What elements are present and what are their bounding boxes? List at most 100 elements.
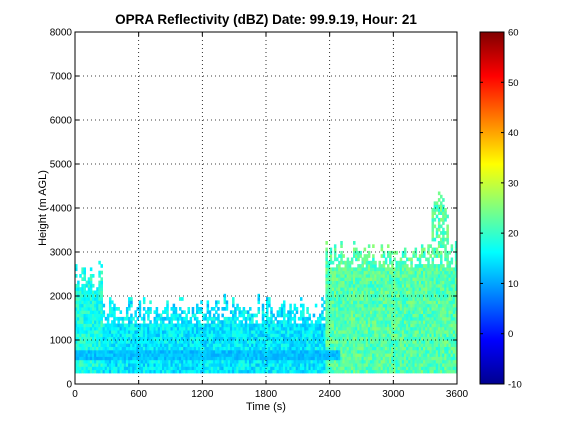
heatmap-cell bbox=[446, 363, 449, 367]
heatmap-cell bbox=[406, 369, 409, 374]
heatmap-cell bbox=[454, 346, 458, 351]
heatmap-cell bbox=[206, 336, 210, 341]
heatmap-cell bbox=[344, 330, 348, 334]
heatmap-cell bbox=[178, 369, 182, 374]
heatmap-cell bbox=[412, 293, 415, 298]
heatmap-cell bbox=[153, 363, 157, 367]
heatmap-cell bbox=[408, 300, 411, 305]
heatmap-cell bbox=[195, 369, 199, 374]
heatmap-cell bbox=[452, 283, 456, 288]
heatmap-cell bbox=[401, 323, 405, 328]
heatmap-cell bbox=[327, 260, 331, 265]
heatmap-cell bbox=[255, 323, 258, 328]
heatmap-cell bbox=[391, 316, 394, 321]
heatmap-cell bbox=[145, 363, 148, 367]
heatmap-cell bbox=[210, 369, 214, 374]
heatmap-cell bbox=[442, 241, 445, 245]
heatmap-cell bbox=[280, 366, 284, 371]
heatmap-cell bbox=[359, 316, 362, 321]
heatmap-cell bbox=[389, 353, 392, 357]
heatmap-cell bbox=[297, 323, 301, 328]
heatmap-cell bbox=[121, 343, 125, 347]
heatmap-cell bbox=[382, 333, 386, 338]
heatmap-cell bbox=[372, 316, 375, 321]
heatmap-cell bbox=[123, 356, 127, 361]
heatmap-cell bbox=[350, 307, 354, 311]
heatmap-cell bbox=[440, 323, 443, 328]
heatmap-cell bbox=[193, 356, 197, 361]
heatmap-cell bbox=[344, 366, 348, 371]
heatmap-cell bbox=[340, 359, 343, 364]
heatmap-cell bbox=[403, 290, 407, 295]
heatmap-cell bbox=[446, 257, 449, 262]
heatmap-cell bbox=[348, 349, 352, 354]
heatmap-cell bbox=[446, 231, 449, 235]
heatmap-cell bbox=[204, 356, 207, 361]
heatmap-cell bbox=[378, 260, 381, 265]
heatmap-cell bbox=[89, 283, 93, 288]
heatmap-cell bbox=[410, 346, 413, 351]
heatmap-cell bbox=[251, 320, 254, 324]
heatmap-cell bbox=[325, 353, 328, 357]
x-tick-label: 1200 bbox=[191, 389, 214, 400]
heatmap-cell bbox=[238, 349, 241, 354]
heatmap-cell bbox=[312, 369, 316, 374]
heatmap-cell bbox=[278, 326, 282, 331]
heatmap-cell bbox=[77, 330, 80, 334]
heatmap-cell bbox=[104, 326, 108, 331]
heatmap-cell bbox=[302, 336, 305, 341]
heatmap-cell bbox=[229, 346, 233, 351]
heatmap-cell bbox=[85, 363, 89, 367]
heatmap-cell bbox=[399, 323, 403, 328]
heatmap-cell bbox=[431, 353, 435, 357]
heatmap-cell bbox=[429, 267, 432, 272]
heatmap-cell bbox=[227, 340, 231, 344]
heatmap-cell bbox=[448, 316, 452, 321]
heatmap-cell bbox=[172, 326, 176, 331]
heatmap-cell bbox=[440, 333, 443, 338]
heatmap-cell bbox=[386, 307, 390, 311]
heatmap-cell bbox=[389, 277, 392, 281]
heatmap-cell bbox=[450, 323, 454, 328]
heatmap-cell bbox=[416, 257, 420, 262]
heatmap-cell bbox=[452, 349, 456, 354]
heatmap-cell bbox=[454, 326, 458, 331]
heatmap-cell bbox=[338, 290, 341, 295]
heatmap-cell bbox=[253, 330, 256, 334]
heatmap-cell bbox=[157, 333, 161, 338]
heatmap-cell bbox=[102, 359, 106, 364]
heatmap-cell bbox=[448, 310, 452, 314]
heatmap-cell bbox=[195, 359, 199, 364]
heatmap-cell bbox=[242, 316, 246, 321]
heatmap-cell bbox=[223, 307, 227, 311]
heatmap-cell bbox=[450, 277, 454, 281]
heatmap-cell bbox=[215, 349, 218, 354]
heatmap-cell bbox=[155, 356, 159, 361]
heatmap-cell bbox=[251, 313, 254, 318]
heatmap-cell bbox=[448, 293, 452, 298]
heatmap-cell bbox=[253, 326, 256, 331]
heatmap-cell bbox=[219, 363, 222, 367]
heatmap-cell bbox=[108, 310, 112, 314]
heatmap-cell bbox=[266, 356, 269, 361]
heatmap-cell bbox=[435, 363, 439, 367]
heatmap-cell bbox=[431, 356, 435, 361]
heatmap-cell bbox=[257, 300, 261, 305]
heatmap-cell bbox=[83, 359, 87, 364]
heatmap-cell bbox=[374, 320, 377, 324]
heatmap-cell bbox=[77, 300, 80, 305]
heatmap-cell bbox=[119, 310, 123, 314]
heatmap-cell bbox=[138, 307, 142, 311]
heatmap-cell bbox=[130, 363, 133, 367]
heatmap-cell bbox=[433, 353, 437, 357]
heatmap-cell bbox=[329, 287, 333, 291]
heatmap-cell bbox=[170, 346, 174, 351]
heatmap-cell bbox=[138, 330, 142, 334]
heatmap-cell bbox=[367, 264, 371, 268]
heatmap-cell bbox=[246, 363, 250, 367]
heatmap-cell bbox=[98, 343, 101, 347]
heatmap-cell bbox=[215, 356, 218, 361]
heatmap-cell bbox=[425, 363, 428, 367]
heatmap-cell bbox=[100, 323, 103, 328]
heatmap-cell bbox=[372, 343, 375, 347]
